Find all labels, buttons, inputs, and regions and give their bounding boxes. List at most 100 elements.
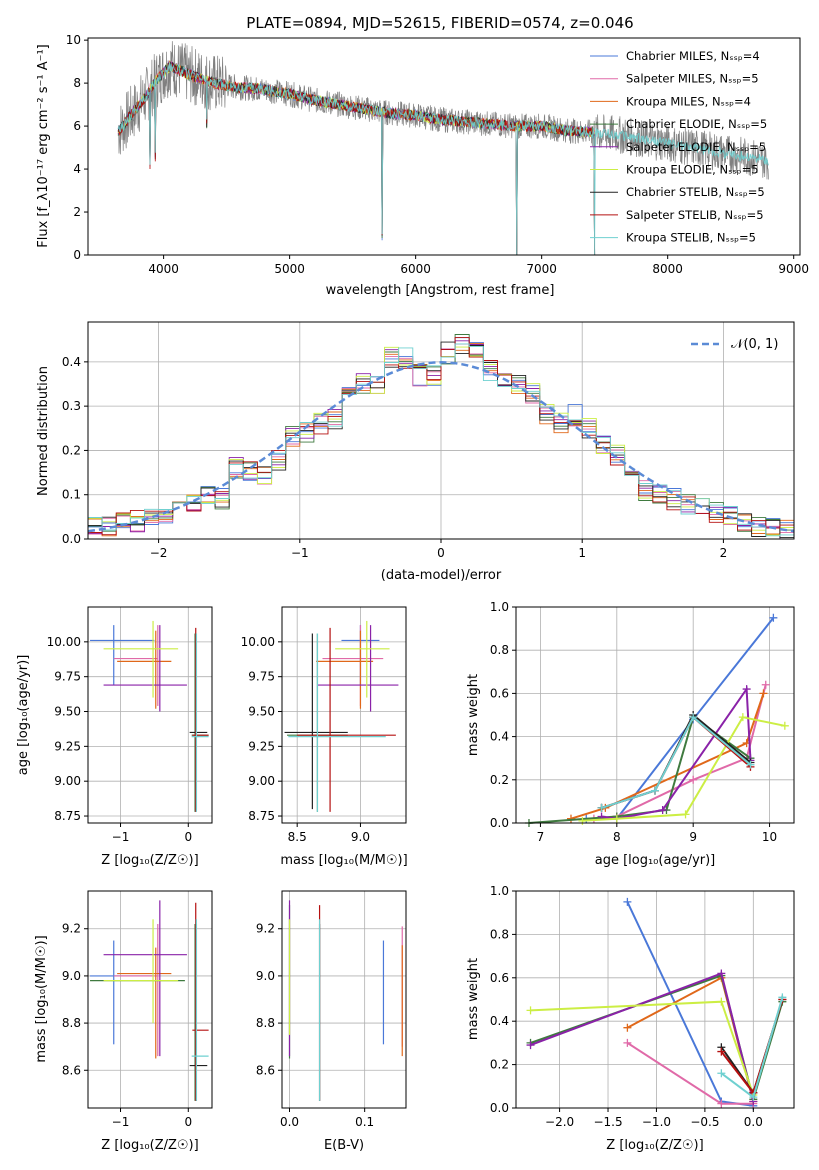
y-tick-label: 4 [73, 162, 81, 176]
weight-series-line [601, 715, 752, 809]
z-weight-panel: Z [log₁₀(Z/Z☉)] mass weight −2.0 −1.5 −1.0… [466, 884, 795, 1153]
y-tick-label: 0.6 [490, 971, 509, 985]
age-weight-panel: age [log₁₀(age/yr)] mass weight 7 8 9 10 0.0… [466, 600, 795, 868]
z-age-ylabel: age [log₁₀(age/yr)] [16, 655, 31, 776]
weight-point-marker [742, 685, 751, 694]
x-tick-label: 7 [537, 830, 545, 844]
weight-point-marker [746, 760, 755, 769]
x-tick-label: 0 [184, 830, 192, 844]
weight-point-marker [689, 713, 698, 722]
x-tick-label: 7000 [526, 262, 557, 276]
z-mass-panel: Z [log₁₀(Z/Z☉)] mass [log₁₀(M/M☉)] −1 0 8.… [34, 890, 213, 1153]
weight-point-marker [681, 810, 690, 819]
y-tick-label: 0.2 [62, 443, 81, 457]
y-tick-label: 9.00 [54, 774, 81, 788]
y-tick-label: 0.4 [62, 355, 81, 369]
x-tick-label: −2.0 [545, 1115, 574, 1129]
x-tick-label: 9 [689, 830, 697, 844]
legend-label: Chabrier ELODIE, Nₛₛₚ=5 [626, 117, 767, 131]
legend-label: Salpeter ELODIE, Nₛₛₚ=5 [626, 140, 766, 154]
weight-point-marker [578, 816, 587, 825]
y-tick-label: 1.0 [490, 600, 509, 614]
y-tick-label: 8.8 [256, 1016, 275, 1030]
z-age-axes-frame [87, 606, 213, 824]
y-tick-label: 8.6 [62, 1063, 81, 1077]
residual-histogram-step [88, 337, 794, 536]
x-tick-label: 10 [762, 830, 777, 844]
z-mass-xlabel: Z [log₁₀(Z/Z☉)] [101, 1138, 198, 1153]
normal-curve [87, 361, 795, 533]
spectrum-title: PLATE=0894, MJD=52615, FIBERID=0574, z=0… [246, 14, 633, 32]
mass-age-panel: mass [log₁₀(M/M☉)] 8.5 9.0 8.75 9.00 9.25 9.5… [241, 606, 408, 868]
x-tick-label: 8 [613, 830, 621, 844]
model-spectrum-line [117, 61, 596, 256]
age-weight-xlabel: age [log₁₀(age/yr)] [595, 853, 716, 868]
y-tick-label: 9.50 [248, 705, 275, 719]
weight-point-marker [761, 680, 770, 689]
y-tick-label: 0.8 [490, 643, 509, 657]
model-spectrum-line [117, 61, 596, 256]
weight-point-marker [689, 775, 698, 784]
y-tick-label: 9.50 [54, 705, 81, 719]
y-tick-label: 9.2 [62, 922, 81, 936]
x-tick-label: −1.5 [593, 1115, 622, 1129]
y-tick-label: 0.4 [490, 1014, 509, 1028]
weight-point-marker [717, 1047, 726, 1056]
x-tick-label: −0.5 [690, 1115, 719, 1129]
weight-point-marker [658, 806, 667, 815]
y-tick-label: 2 [73, 205, 81, 219]
x-tick-label: −1 [291, 546, 309, 560]
y-tick-label: 0.3 [62, 399, 81, 413]
age-weight-axes-frame [515, 606, 795, 824]
weight-point-marker [717, 1069, 726, 1078]
weight-point-marker [717, 1099, 726, 1108]
y-tick-label: 0 [73, 248, 81, 262]
y-tick-label: 9.75 [54, 670, 81, 684]
z-mass-ylabel: mass [log₁₀(M/M☉)] [34, 935, 49, 1062]
x-tick-label: 4000 [148, 262, 179, 276]
weight-series-line [530, 972, 755, 1102]
weight-point-marker [769, 613, 778, 622]
model-spectrum-line [118, 62, 596, 256]
y-tick-label: 8 [73, 76, 81, 90]
weight-series-line [570, 693, 765, 820]
y-tick-label: 0.0 [490, 816, 509, 830]
x-tick-label: 0.0 [280, 1115, 299, 1129]
x-tick-label: 2 [720, 546, 728, 560]
weight-point-marker [749, 1093, 758, 1102]
spectrum-axes-frame [87, 37, 801, 256]
y-tick-label: 0.0 [62, 532, 81, 546]
x-tick-label: 8000 [652, 262, 683, 276]
weight-point-marker [623, 1038, 632, 1047]
ebv-mass-xlabel: E(B-V) [324, 1138, 364, 1153]
y-tick-label: 9.2 [256, 922, 275, 936]
weight-point-marker [526, 1041, 535, 1050]
weight-series-line [601, 713, 752, 809]
y-tick-label: 0.6 [490, 686, 509, 700]
legend-label: Salpeter STELIB, Nₛₛₚ=5 [626, 208, 764, 222]
ebv-mass-panel: E(B-V) 0.0 0.1 8.6 8.8 9.0 9.2 [256, 890, 407, 1153]
weight-point-marker [566, 814, 575, 823]
y-tick-label: 0.4 [490, 730, 509, 744]
z-age-xlabel: Z [log₁₀(Z/Z☉)] [101, 853, 198, 868]
x-tick-label: −1.0 [642, 1115, 671, 1129]
y-tick-label: 0.0 [490, 1101, 509, 1115]
y-tick-label: 10.00 [47, 635, 81, 649]
z-weight-axes-frame [515, 890, 795, 1109]
weight-point-marker [717, 969, 726, 978]
residual-xlabel: (data-model)/error [381, 568, 502, 583]
x-tick-label: −1 [112, 830, 130, 844]
spectrum-xlabel: wavelength [Angstrom, rest frame] [326, 283, 555, 298]
legend-label: Kroupa MILES, Nₛₛₚ=4 [626, 94, 751, 108]
weight-series-line [626, 1042, 754, 1105]
x-tick-label: 1 [578, 546, 586, 560]
x-tick-label: 9.0 [351, 830, 370, 844]
weight-point-marker [780, 721, 789, 730]
weight-point-marker [623, 1023, 632, 1032]
legend-label: Kroupa STELIB, Nₛₛₚ=5 [626, 231, 756, 245]
y-tick-label: 9.75 [248, 670, 275, 684]
y-tick-label: 8.8 [62, 1016, 81, 1030]
weight-point-marker [623, 897, 632, 906]
